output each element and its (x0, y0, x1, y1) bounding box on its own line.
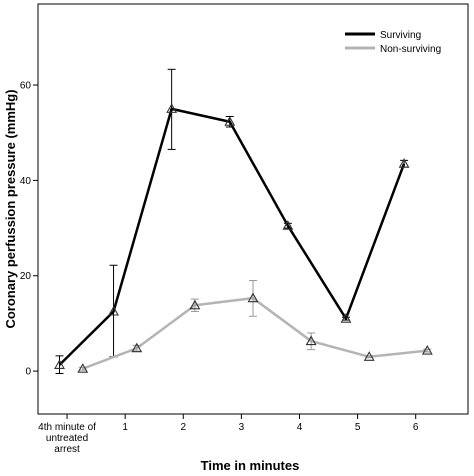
data-point-0-3 (224, 116, 236, 126)
data-point-0-5 (340, 313, 352, 323)
data-point-0-4 (282, 220, 294, 230)
data-point-1-4 (305, 335, 317, 346)
y-tick-label-20: 20 (20, 271, 32, 282)
plot-frame (37, 3, 469, 415)
x-tick-label-4: 4 (297, 422, 303, 433)
data-point-0-1 (108, 305, 119, 316)
legend: Surviving Non-surviving (345, 30, 441, 55)
x-axis-title: Time in minutes (201, 458, 300, 473)
data-point-0-6 (398, 158, 410, 168)
data-point-0-0 (54, 359, 65, 369)
x-tick-label-1: 1 (122, 422, 128, 433)
data-point-1-2 (189, 299, 201, 310)
x-tick-label-2: 2 (180, 422, 186, 433)
data-point-1-5 (363, 351, 375, 361)
data-point-1-1 (131, 342, 143, 353)
data-point-0-2 (166, 103, 178, 113)
series-1 (77, 280, 433, 373)
data-point-1-6 (421, 344, 433, 355)
series-line-1 (82, 296, 428, 370)
x-tick-label-3: 3 (239, 422, 245, 433)
legend-label-surviving: Surviving (380, 30, 421, 41)
y-tick-label-40: 40 (20, 176, 32, 187)
x-tick-label-5: 5 (355, 422, 361, 433)
x-axis-ticks: 4th minute of untreated arrest 1 2 3 4 5 6 (38, 414, 419, 455)
x-tick-label-6: 6 (413, 422, 419, 433)
y-axis-title: Coronary perfussion pressure (mmHg) (3, 89, 18, 328)
series-layer (54, 68, 433, 374)
series-0 (54, 68, 410, 374)
legend-label-non-surviving: Non-surviving (380, 44, 441, 55)
y-axis-ticks: 0 20 40 60 (20, 81, 38, 378)
series-line-0 (58, 107, 406, 366)
y-tick-label-60: 60 (20, 81, 32, 92)
data-point-1-0 (77, 363, 89, 373)
data-point-1-3 (247, 292, 259, 303)
y-tick-label-0: 0 (25, 367, 31, 378)
x-tick-label-0: 4th minute of untreated arrest (38, 422, 96, 455)
